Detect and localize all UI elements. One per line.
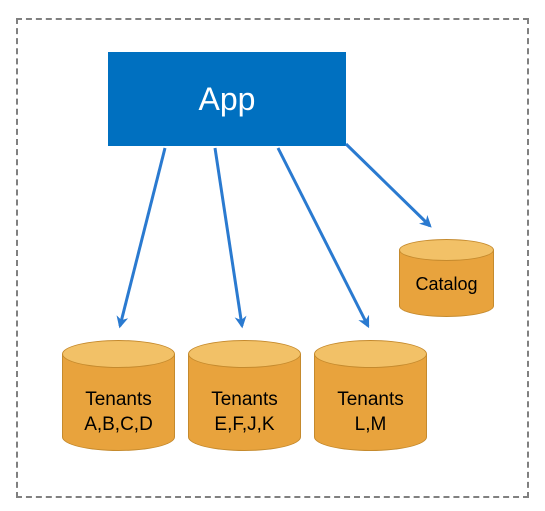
catalog-db: Catalog [399, 239, 494, 317]
tenant-db-1-label: Tenants E,F,J,K [188, 387, 301, 438]
tenant-db-2-top [314, 340, 427, 368]
catalog-text: Catalog [415, 274, 477, 294]
tenant-1-line1: Tenants [211, 389, 278, 410]
tenant-db-0: Tenants A,B,C,D [62, 340, 175, 451]
tenant-db-2: Tenants L,M [314, 340, 427, 451]
tenant-2-line2: L,M [355, 414, 387, 435]
tenant-db-0-top [62, 340, 175, 368]
app-box: App [108, 52, 346, 146]
tenant-db-2-label: Tenants L,M [314, 387, 427, 438]
tenant-1-line2: E,F,J,K [214, 414, 274, 435]
tenant-db-1-top [188, 340, 301, 368]
tenant-db-0-label: Tenants A,B,C,D [62, 387, 175, 438]
tenant-0-line2: A,B,C,D [84, 414, 153, 435]
tenant-db-1: Tenants E,F,J,K [188, 340, 301, 451]
tenant-0-line1: Tenants [85, 389, 152, 410]
tenant-2-line1: Tenants [337, 389, 404, 410]
catalog-db-label: Catalog [399, 272, 494, 296]
app-label: App [199, 81, 256, 118]
catalog-db-top [399, 239, 494, 261]
